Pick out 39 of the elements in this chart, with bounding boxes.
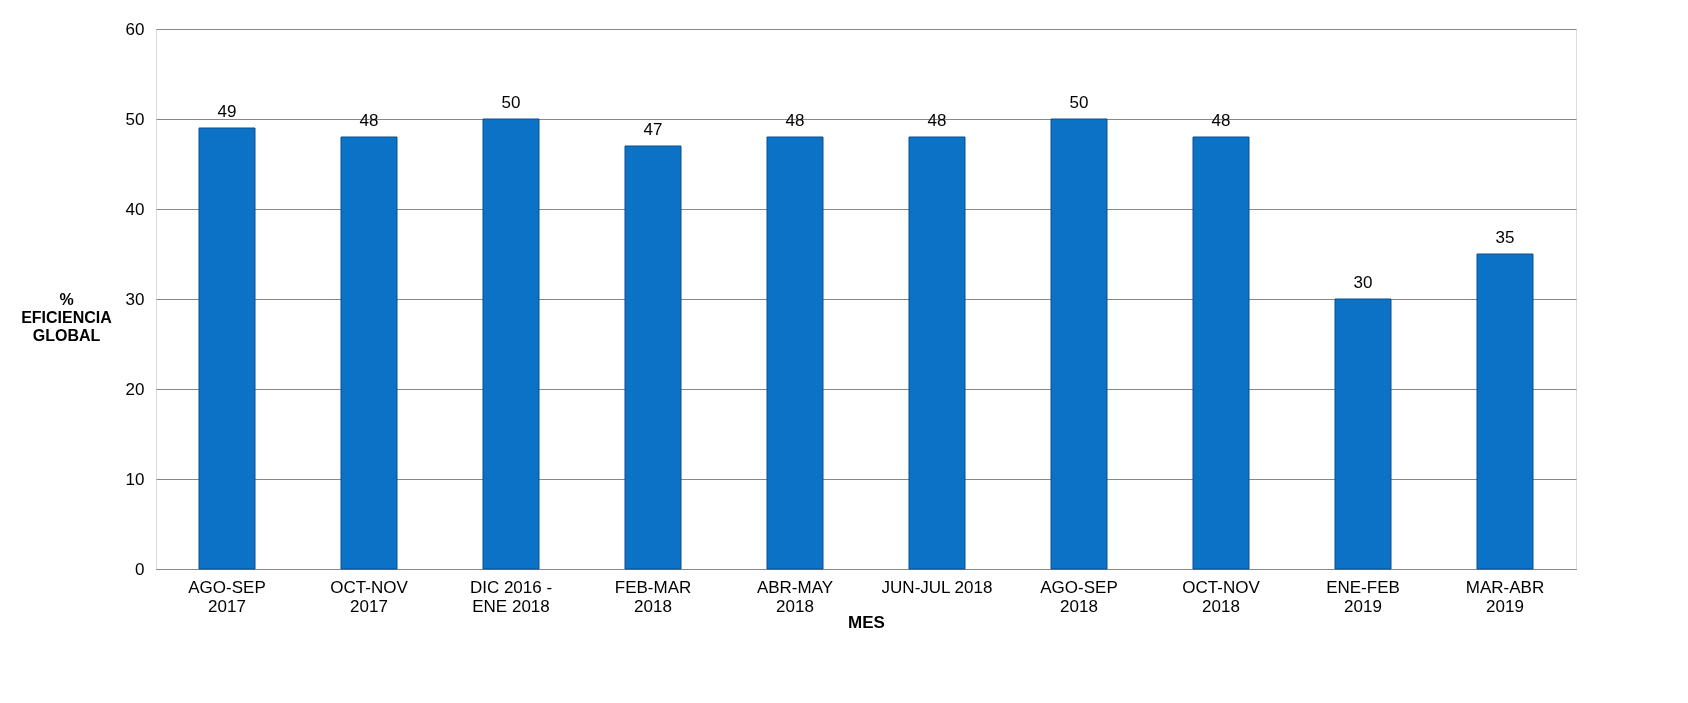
x-tick-label: ABR-MAY 2018 — [756, 577, 834, 616]
y-tick-label: 0 — [135, 559, 145, 579]
data-label: 50 — [501, 93, 521, 112]
x-tick-label: FEB-MAR 2018 — [614, 577, 692, 616]
y-tick-label: 60 — [125, 19, 145, 39]
x-tick-label: OCT-NOV 2018 — [1182, 577, 1261, 616]
y-tick-label: 10 — [125, 469, 145, 489]
bar — [482, 118, 540, 570]
y-tick-label: 30 — [125, 289, 145, 309]
data-label: 50 — [1069, 93, 1089, 112]
bar — [340, 136, 398, 570]
data-label: 48 — [1211, 111, 1231, 130]
x-tick-label: AGO-SEP 2017 — [188, 577, 266, 616]
bar — [624, 145, 682, 570]
data-label: 48 — [785, 111, 805, 130]
x-tick-label: AGO-SEP 2018 — [1040, 577, 1118, 616]
x-tick-label: DIC 2016 - ENE 2018 — [469, 577, 553, 616]
bar — [766, 136, 824, 570]
bar — [1050, 118, 1108, 570]
x-tick-label: JUN-JUL 2018 — [881, 577, 993, 597]
data-label: 48 — [927, 111, 947, 130]
y-tick-label: 50 — [125, 109, 145, 129]
bar — [908, 136, 966, 570]
data-label: 47 — [643, 120, 663, 139]
data-label: 49 — [217, 102, 237, 121]
y-tick-label: 40 — [125, 199, 145, 219]
y-axis-title: % EFICIENCIA GLOBAL — [21, 290, 113, 344]
bar — [1192, 136, 1250, 570]
bar — [1476, 253, 1534, 570]
data-label: 48 — [359, 111, 379, 130]
bar — [1334, 298, 1392, 570]
x-tick-label: ENE-FEB 2019 — [1326, 577, 1400, 616]
data-label: 30 — [1353, 273, 1373, 292]
bar — [198, 127, 256, 570]
x-tick-label: MAR-ABR 2019 — [1465, 577, 1545, 616]
data-label: 35 — [1495, 228, 1515, 247]
x-tick-label: OCT-NOV 2017 — [330, 577, 409, 616]
y-tick-label: 20 — [125, 379, 145, 399]
x-axis-title: MES — [848, 612, 885, 632]
